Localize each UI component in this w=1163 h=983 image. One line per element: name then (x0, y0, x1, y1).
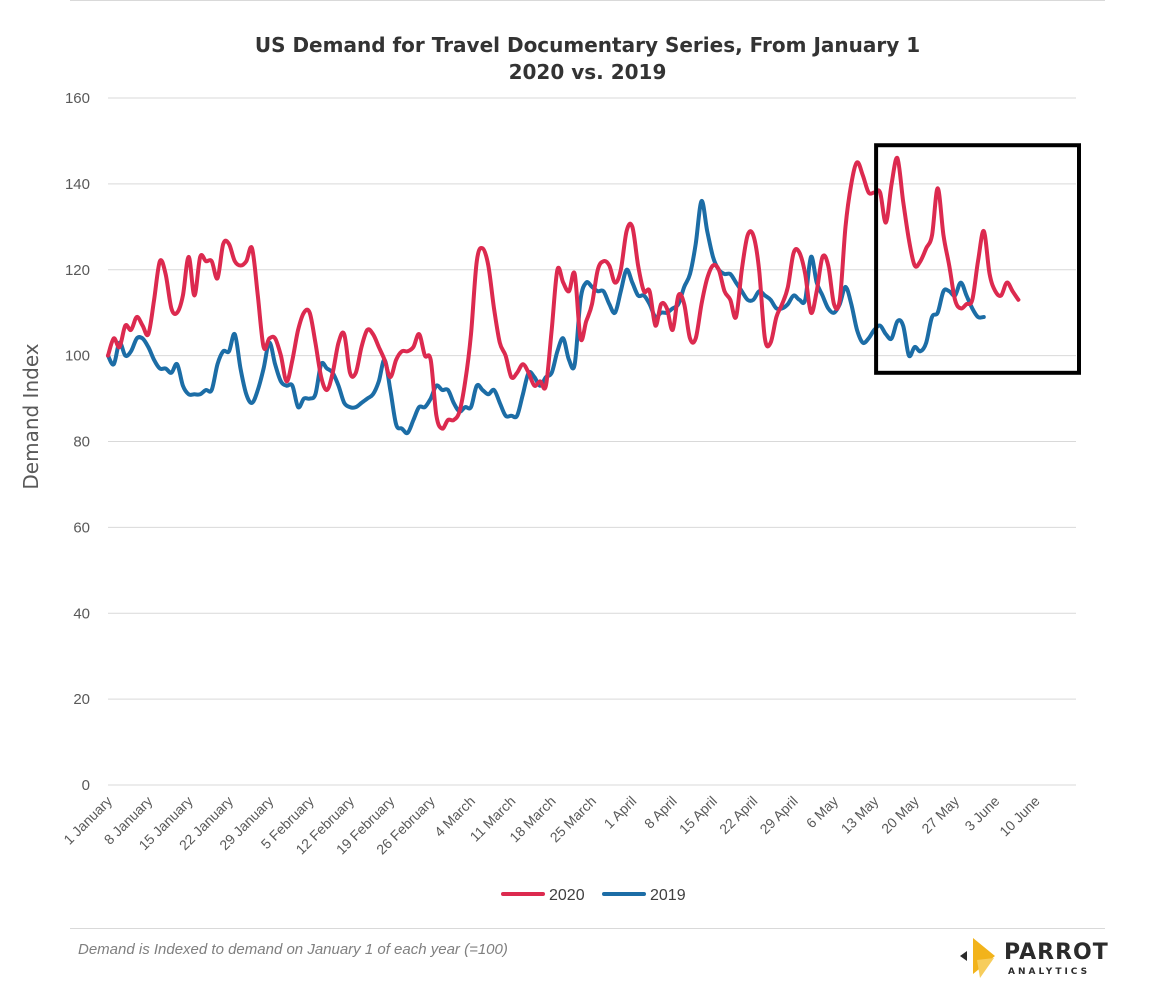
chart-title: US Demand for Travel Documentary Series,… (254, 33, 921, 57)
parrot-analytics-logo: PARROT ANALYTICS (958, 934, 1108, 980)
x-tick-label: 27 May (918, 793, 962, 837)
y-tick-label: 40 (73, 605, 90, 622)
bottom-divider (70, 928, 1105, 929)
footnote: Demand is Indexed to demand on January 1… (78, 941, 508, 958)
logo-subtitle: ANALYTICS (1008, 967, 1091, 977)
highlight-box (874, 143, 1081, 375)
logo-name: PARROT (1004, 940, 1109, 965)
parrot-logo-icon (960, 938, 995, 978)
y-tick-label: 160 (65, 90, 90, 107)
y-axis-label: Demand Index (19, 343, 43, 489)
x-tick-label: 6 May (803, 793, 841, 831)
x-tick-label: 22 April (716, 793, 760, 837)
x-tick-label: 10 June (996, 793, 1043, 840)
y-tick-label: 20 (73, 691, 90, 708)
legend-label-2020: 2020 (549, 887, 585, 904)
y-tick-label: 0 (82, 777, 90, 794)
x-tick-label: 13 May (838, 793, 882, 837)
y-tick-label: 100 (65, 348, 90, 365)
series-line-2020 (106, 155, 1021, 431)
y-tick-label: 80 (73, 434, 90, 451)
x-tick-label: 20 May (878, 793, 922, 837)
x-tick-label: 1 April (601, 793, 640, 832)
legend-label-2019: 2019 (650, 887, 686, 904)
x-tick-label: 29 April (756, 793, 800, 837)
x-tick-label: 15 April (676, 793, 720, 837)
y-tick-label: 60 (73, 519, 90, 536)
chart-subtitle: 2020 vs. 2019 (508, 60, 667, 84)
series-line-2019 (106, 199, 986, 436)
top-divider (70, 0, 1105, 1)
y-tick-label: 140 (65, 176, 90, 193)
x-tick-label: 8 April (641, 793, 680, 832)
y-tick-label: 120 (65, 262, 90, 279)
